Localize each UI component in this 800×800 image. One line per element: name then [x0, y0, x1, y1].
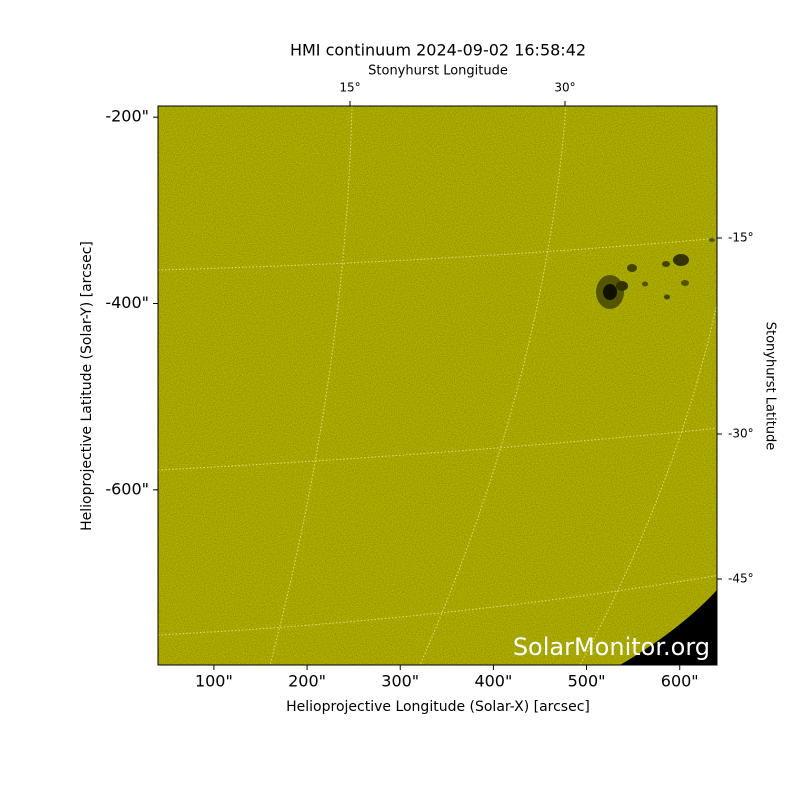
y-tick-label: -400" [105, 293, 149, 312]
y-label: Helioprojective Latitude (Solar-Y) [arcs… [79, 241, 95, 531]
x-tick-label: 600" [661, 672, 699, 691]
x2-tick-label: 30° [554, 81, 575, 95]
axes-frame [157, 105, 718, 666]
coordinate-grid [158, 106, 717, 665]
y2-label: Stonyhurst Latitude [763, 322, 778, 451]
y2-tick-label: -45° [728, 572, 754, 586]
y-tick-label: -600" [105, 479, 149, 498]
x2-label: Stonyhurst Longitude [368, 64, 508, 79]
chart-title: HMI continuum 2024-09-02 16:58:42 [290, 41, 586, 60]
watermark: SolarMonitor.org [513, 633, 710, 661]
off-limb [620, 590, 717, 665]
x-tick-label: 500" [568, 672, 606, 691]
sunspots [596, 238, 715, 309]
x-tick-label: 100" [195, 672, 233, 691]
x-tick-label: 200" [288, 672, 326, 691]
plot-area [158, 106, 717, 665]
image-texture [158, 106, 717, 665]
x-tick-label: 300" [381, 672, 419, 691]
x2-tick-label: 15° [339, 81, 360, 95]
y2-tick-label: -15° [728, 231, 754, 245]
y2-tick-label: -30° [728, 427, 754, 441]
y-tick-label: -200" [105, 107, 149, 126]
x-tick-label: 400" [474, 672, 512, 691]
x-label: Helioprojective Longitude (Solar-X) [arc… [286, 699, 590, 715]
